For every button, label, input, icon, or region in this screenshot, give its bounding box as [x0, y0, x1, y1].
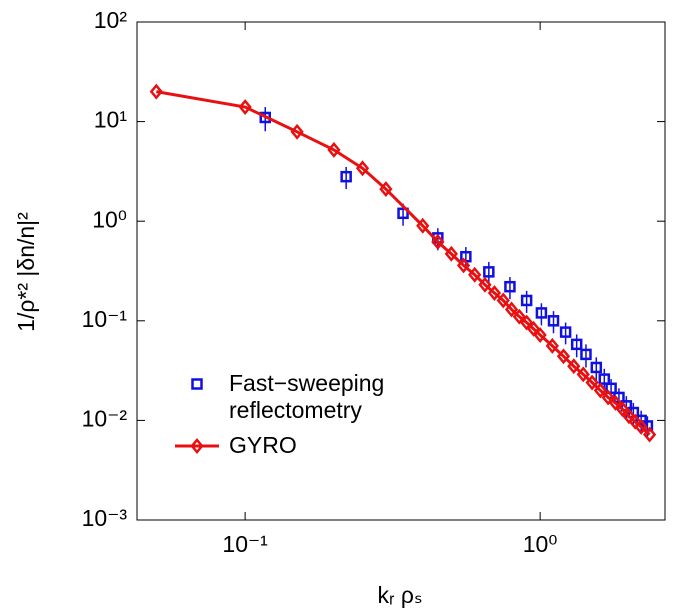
x-tick-label: 10⁻¹ — [222, 531, 268, 557]
y-tick-label: 10¹ — [94, 107, 128, 133]
square-marker — [570, 338, 583, 351]
square-marker — [559, 326, 572, 338]
diamond-marker — [634, 418, 648, 435]
diamond-marker — [478, 276, 492, 293]
diamond-marker — [504, 301, 519, 318]
legend-marker — [191, 378, 203, 390]
plot-frame — [136, 21, 666, 521]
square-marker — [580, 348, 592, 361]
diamond-marker — [416, 217, 430, 234]
x-tick-label: 10⁰ — [523, 531, 558, 557]
diamond-marker — [601, 389, 615, 406]
diamond-marker — [526, 320, 541, 337]
legend-marker — [190, 438, 204, 454]
square-marker — [483, 266, 495, 278]
diamond-marker — [622, 408, 636, 425]
y-tick-label: 10⁻² — [82, 405, 128, 431]
square-marker — [547, 315, 560, 327]
y-tick-label: 10⁻³ — [82, 505, 128, 531]
diamond-marker — [520, 314, 534, 331]
square-marker — [340, 170, 352, 183]
diamond-marker — [327, 141, 341, 158]
diamond-marker — [533, 327, 547, 343]
square-marker — [590, 361, 603, 374]
y-tick-label: 10² — [94, 7, 128, 33]
square-marker — [397, 207, 409, 220]
diamond-marker — [444, 245, 458, 262]
diamond-marker — [238, 99, 252, 115]
diamond-marker — [431, 233, 445, 250]
diamond-marker — [585, 374, 599, 391]
square-marker — [520, 294, 533, 307]
diamond-marker — [642, 426, 657, 443]
diamond-marker — [355, 160, 370, 177]
diamond-marker — [149, 83, 163, 100]
diamond-marker — [379, 181, 393, 198]
legend-label: Fast−sweeping reflectometry — [229, 370, 385, 423]
diamond-marker — [545, 337, 559, 354]
diamond-marker — [456, 257, 471, 274]
diamond-marker — [496, 292, 510, 309]
diamond-marker — [567, 358, 581, 375]
square-marker — [504, 280, 516, 293]
diamond-marker — [593, 382, 607, 399]
square-marker — [535, 307, 548, 319]
diamond-marker — [290, 123, 304, 140]
square-marker — [598, 373, 611, 385]
diamond-marker — [487, 285, 502, 301]
diamond-marker — [608, 394, 623, 411]
legend-label: GYRO — [229, 432, 297, 458]
diamond-marker — [576, 366, 590, 383]
square-marker — [605, 382, 617, 395]
diamond-marker — [468, 266, 482, 283]
y-tick-label: 10⁰ — [92, 206, 127, 232]
y-tick-label: 10⁻¹ — [82, 306, 128, 332]
diamond-marker — [556, 348, 571, 365]
x-axis-label: kᵣ ρₛ — [377, 582, 422, 608]
y-axis-label: 1/ρ*² |δn/n|² — [13, 212, 39, 332]
diamond-marker — [615, 401, 630, 418]
diamond-marker — [512, 308, 526, 325]
